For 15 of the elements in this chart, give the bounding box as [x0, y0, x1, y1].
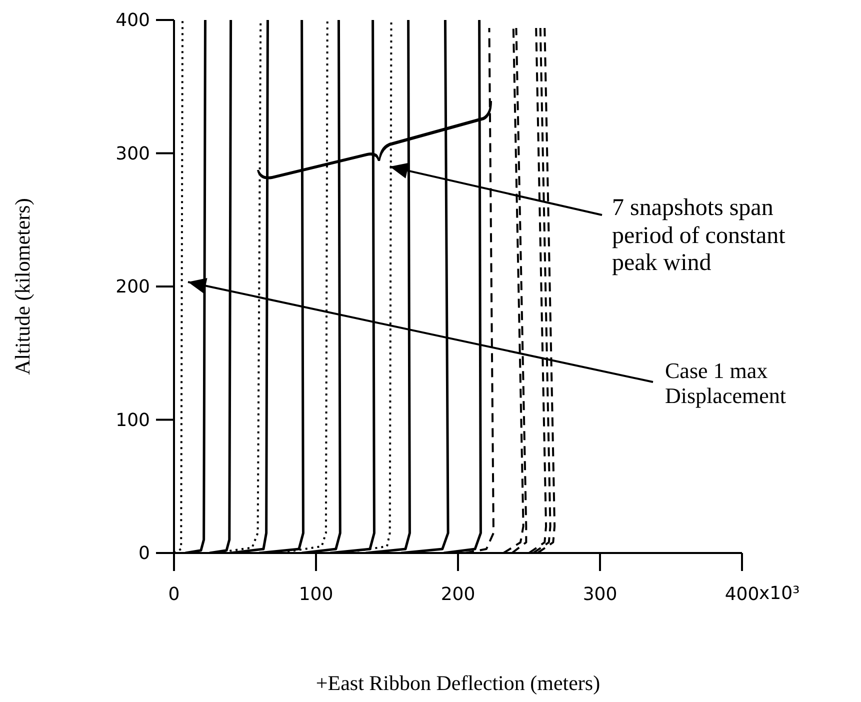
x-axis-title: +East Ribbon Deflection (meters): [316, 671, 600, 695]
annotation: Case 1 max Displacement: [665, 358, 787, 409]
x-tick-label: 400: [724, 584, 760, 605]
y-axis-title: Altitude (kilometers): [10, 198, 34, 375]
text: x10³: [759, 583, 801, 605]
x-tick-label: 300: [582, 584, 618, 605]
annotation: 7 snapshots span period of constant peak wind: [612, 195, 786, 278]
y-tick-label: 300: [116, 143, 150, 164]
y-tick-label: 400: [116, 10, 150, 31]
y-tick-label: 0: [138, 543, 150, 564]
x-tick-label: 200: [440, 584, 476, 605]
y-tick-label: 200: [116, 276, 150, 298]
x-tick-label: 0: [168, 584, 180, 605]
x-tick-label: 100: [298, 584, 334, 605]
y-tick-label: 100: [116, 410, 150, 431]
